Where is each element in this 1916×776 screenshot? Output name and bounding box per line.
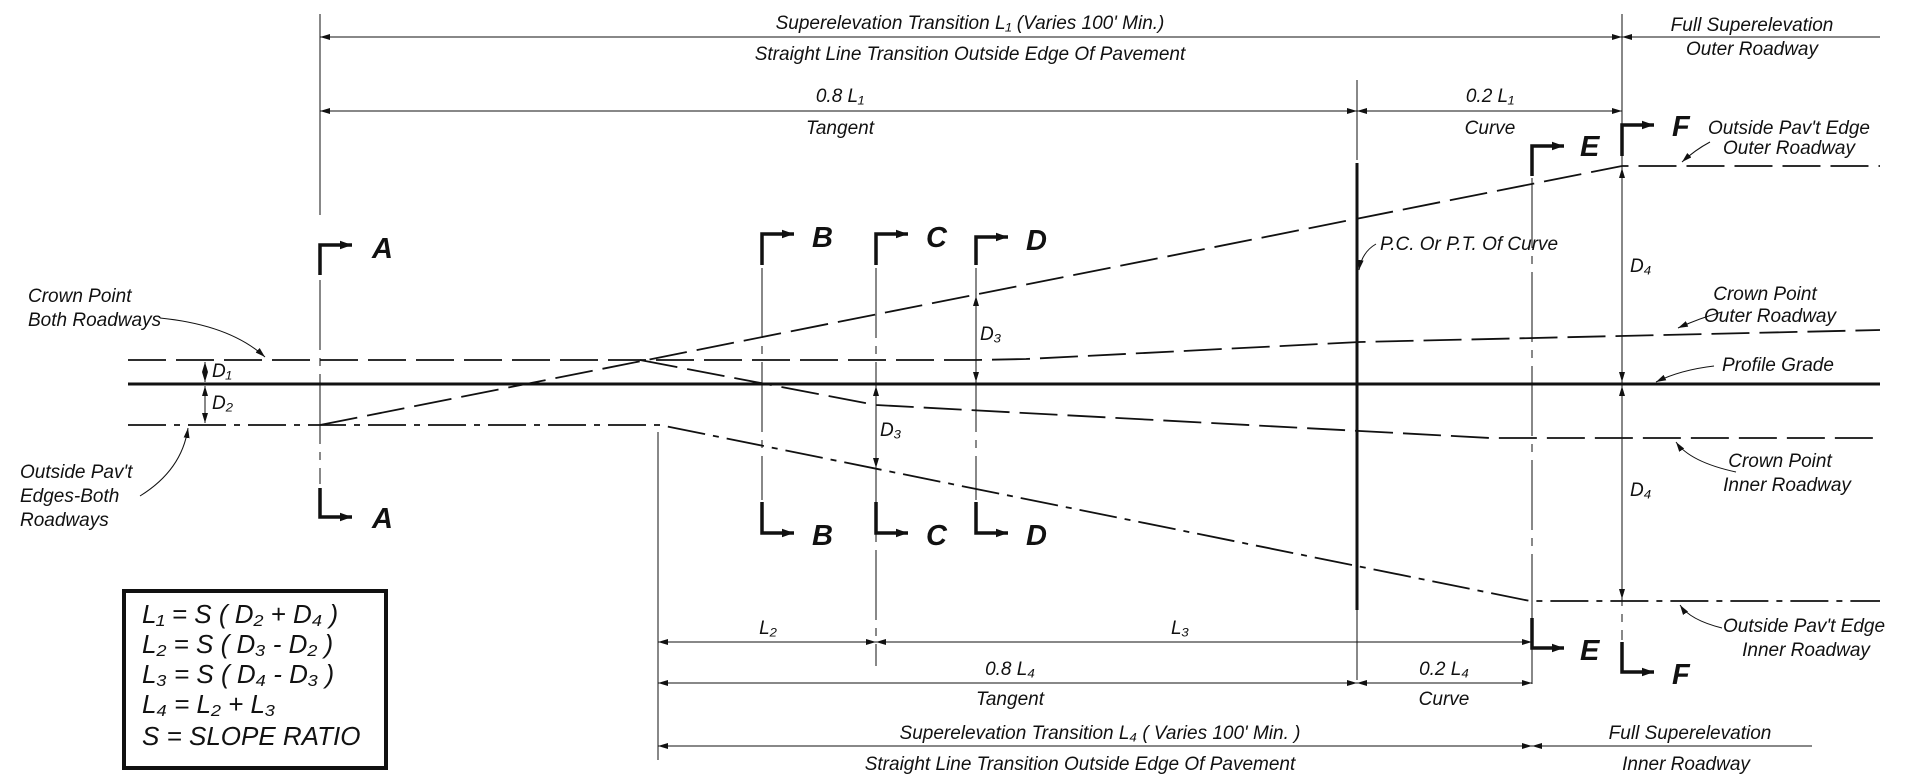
d4-inner-label: D₄	[1630, 480, 1651, 501]
section-f-top-symbol	[1620, 120, 1654, 156]
d3-inner-label: D₃	[880, 420, 902, 441]
outside-both-label-2: Edges-Both	[20, 486, 119, 507]
full-super-inner-label-1: Full Superelevation	[1609, 723, 1772, 744]
d2-label: D₂	[212, 393, 234, 414]
l1-02-label: 0.2 L₁	[1466, 86, 1514, 107]
crown-both-leader	[159, 317, 266, 358]
outside-outer-leader	[1681, 141, 1711, 163]
section-c-bottom-label: C	[926, 520, 948, 552]
section-d-top-symbol	[974, 232, 1008, 265]
l4-label: Superelevation Transition L₄ ( Varies 10…	[900, 723, 1301, 744]
pc-pt-leader	[1357, 243, 1377, 271]
section-f-top-label: F	[1672, 111, 1691, 143]
l4-02-label: 0.2 L₄	[1419, 659, 1469, 680]
section-d-bottom-label: D	[1026, 520, 1047, 552]
d3-outer-label: D₃	[980, 324, 1002, 345]
outside-inner-label-2: Inner Roadway	[1742, 640, 1871, 661]
crown-inner-label-2: Inner Roadway	[1723, 475, 1852, 496]
section-markers: A A B B C C D D E E F F	[318, 111, 1691, 691]
d1-label: D₁	[212, 361, 232, 382]
section-b-top-label: B	[812, 222, 833, 254]
outside-outer-label-2: Outer Roadway	[1723, 138, 1857, 159]
section-a-top-symbol	[318, 240, 352, 275]
outside-both-leader	[139, 427, 190, 497]
full-super-inner-label-2: Inner Roadway	[1622, 754, 1751, 775]
crown-point-outer-line	[128, 329, 1881, 361]
l1-08-sublabel: Tangent	[806, 118, 875, 139]
section-a-top-label: A	[371, 233, 393, 265]
formula-box: L₁ = S ( D₂ + D₄ ) L₂ = S ( D₃ - D₂ ) L₃…	[122, 589, 388, 770]
crown-both-label-2: Both Roadways	[28, 310, 162, 331]
l1-08-label: 0.8 L₁	[816, 86, 864, 107]
l1-02-sublabel: Curve	[1465, 118, 1516, 139]
crown-outer-label-1: Crown Point	[1713, 284, 1817, 305]
pc-pt-label: P.C. Or P.T. Of Curve	[1380, 234, 1558, 255]
section-d-top-label: D	[1026, 225, 1047, 257]
outside-edge-outer-line	[319, 165, 1880, 426]
section-e-bottom-symbol	[1530, 618, 1564, 653]
l4-02-sublabel: Curve	[1419, 689, 1470, 710]
outside-outer-label-1: Outside Pav't Edge	[1708, 118, 1870, 139]
section-e-top-label: E	[1580, 131, 1601, 163]
top-dimensions: Superelevation Transition L₁ (Varies 100…	[319, 13, 1880, 215]
crown-outer-label-2: Outer Roadway	[1704, 306, 1838, 327]
formula-5: S = SLOPE RATIO	[142, 721, 360, 751]
section-c-bottom-symbol	[874, 502, 908, 538]
section-a-bottom-symbol	[318, 488, 352, 522]
l3-label: L₃	[1171, 618, 1190, 639]
section-c-top-label: C	[926, 222, 948, 254]
formula-1: L₁ = S ( D₂ + D₄ )	[142, 599, 338, 629]
crown-both-label-1: Crown Point	[28, 286, 132, 307]
l4-sublabel: Straight Line Transition Outside Edge Of…	[865, 754, 1296, 775]
profile-lines	[128, 163, 1881, 610]
d4-outer-label: D₄	[1630, 256, 1651, 277]
outside-inner-leader	[1679, 604, 1723, 629]
full-super-outer-label-1: Full Superelevation	[1671, 15, 1834, 36]
full-super-outer-label-2: Outer Roadway	[1686, 39, 1820, 60]
section-e-top-symbol	[1530, 141, 1564, 176]
l4-08-label: 0.8 L₄	[985, 659, 1035, 680]
crown-point-inner-line	[639, 359, 1880, 439]
crown-inner-label-1: Crown Point	[1728, 451, 1832, 472]
l2-label: L₂	[759, 618, 778, 639]
section-f-bottom-symbol	[1620, 642, 1654, 677]
callouts: Crown Point Both Roadways Outside Pav't …	[20, 118, 1885, 661]
bottom-dimensions: L₂ L₃ 0.8 L₄ Tangent 0.2 L₄ Curve Supere…	[658, 618, 1812, 775]
outside-both-label-1: Outside Pav't	[20, 462, 133, 483]
section-d-bottom-symbol	[974, 502, 1008, 538]
formula-4: L₄ = L₂ + L₃	[142, 689, 275, 719]
outside-inner-label-1: Outside Pav't Edge	[1723, 616, 1885, 637]
crown-outer-leader	[1677, 311, 1723, 329]
section-f-bottom-label: F	[1672, 659, 1691, 691]
l4-08-sublabel: Tangent	[976, 689, 1045, 710]
section-c-top-symbol	[874, 229, 908, 265]
section-a-bottom-label: A	[371, 503, 393, 535]
l1-sublabel: Straight Line Transition Outside Edge Of…	[755, 44, 1186, 65]
l1-label: Superelevation Transition L₁ (Varies 100…	[776, 13, 1165, 34]
formula-2: L₂ = S ( D₃ - D₂ )	[142, 629, 333, 659]
section-e-bottom-label: E	[1580, 635, 1601, 667]
outside-both-label-3: Roadways	[20, 510, 109, 531]
section-b-top-symbol	[760, 229, 794, 265]
crown-inner-leader	[1675, 441, 1737, 473]
distance-dimensions: D₁ D₂ D₃ D₃ D₄ D₄	[202, 168, 1651, 599]
formula-box-border	[122, 589, 388, 770]
profile-grade-label: Profile Grade	[1722, 355, 1834, 376]
profile-grade-leader	[1655, 365, 1715, 383]
section-b-bottom-symbol	[760, 502, 794, 538]
formula-3: L₃ = S ( D₄ - D₃ )	[142, 659, 334, 689]
section-b-bottom-label: B	[812, 520, 833, 552]
outside-edge-inner-line	[128, 424, 1880, 602]
